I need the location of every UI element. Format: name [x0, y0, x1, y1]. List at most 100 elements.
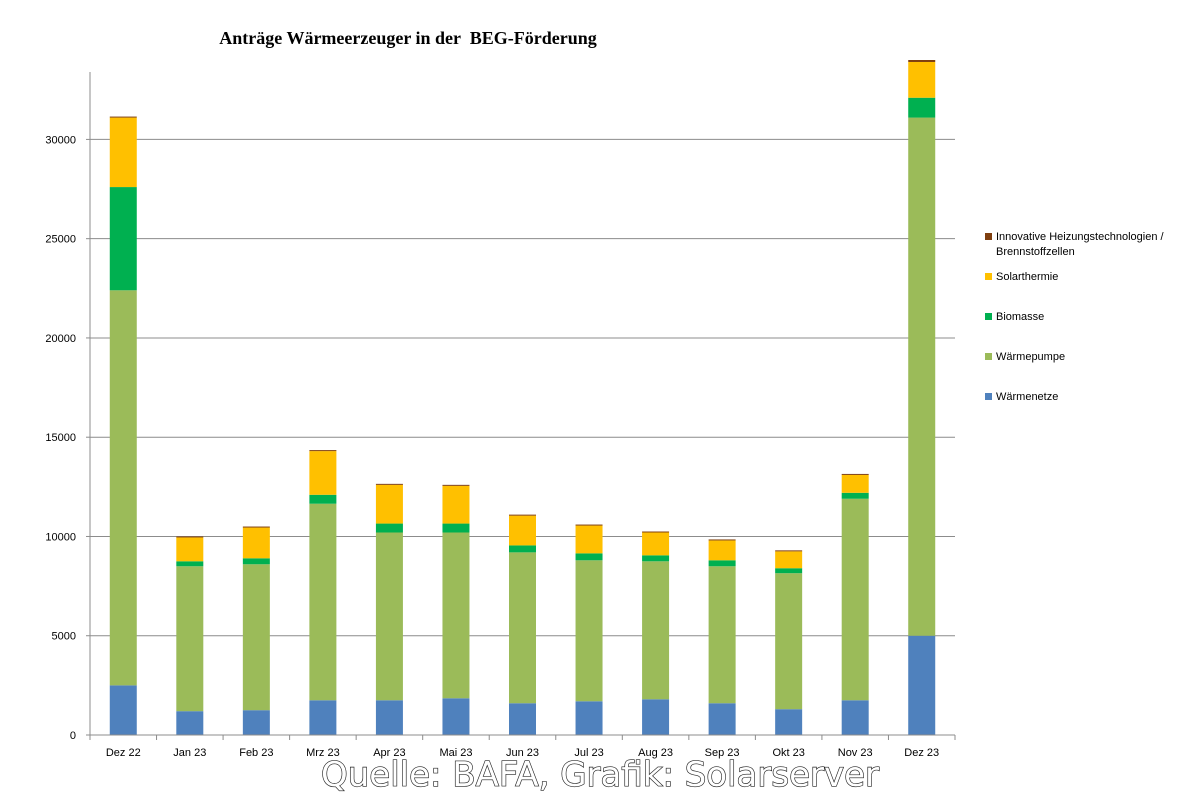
- bar-segment: [375, 532, 403, 701]
- y-tick-label: 15000: [45, 432, 76, 444]
- x-tick-label: Dez 23: [904, 747, 939, 759]
- bar-segment: [908, 97, 936, 118]
- bar-segment: [908, 117, 936, 636]
- bar-segment: [575, 524, 603, 526]
- bar-segment: [109, 116, 137, 118]
- bar-segment: [775, 551, 803, 569]
- bar-segment: [509, 703, 536, 735]
- bar-segment: [575, 701, 603, 735]
- x-tick-label: Aug 23: [638, 747, 673, 759]
- bar-segment: [176, 536, 204, 538]
- bar-segment: [642, 699, 670, 735]
- x-tick-label: Nov 23: [838, 747, 873, 759]
- legend-item: Biomasse: [985, 311, 1044, 323]
- bar-segment: [442, 485, 470, 524]
- bar-segment: [841, 498, 869, 701]
- y-tick-label: 25000: [45, 234, 76, 246]
- legend-label: Biomasse: [996, 311, 1044, 323]
- y-tick-label: 0: [70, 730, 76, 742]
- bar-segment: [309, 503, 337, 701]
- legend-item: Wärmepumpe: [985, 351, 1065, 363]
- bar-segment: [575, 560, 603, 702]
- x-tick-label: Sep 23: [705, 747, 740, 759]
- x-tick-label: Dez 22: [106, 747, 141, 759]
- bar-segment: [509, 514, 536, 516]
- bar-segment: [242, 558, 270, 565]
- bar-segment: [109, 290, 137, 686]
- bar-segment: [775, 709, 803, 735]
- bar-segment: [176, 537, 204, 562]
- x-tick-label: Jan 23: [173, 747, 206, 759]
- bar-segment: [109, 187, 137, 291]
- bar-segment: [442, 484, 470, 486]
- legend-label: Wärmenetze: [996, 391, 1058, 403]
- bar-segment: [242, 526, 270, 528]
- bar-segment: [309, 450, 337, 452]
- source-caption: Quelle: BAFA, Grafik: Solarserver: [321, 755, 879, 795]
- bar-segment: [442, 698, 470, 735]
- y-tick-labels: 0 5000 10000 15000 20000 25000 30000: [45, 134, 76, 742]
- x-tick-label: Apr 23: [373, 747, 405, 759]
- bar-segment: [841, 474, 869, 493]
- bar-segment: [309, 451, 337, 495]
- x-tick-label: Okt 23: [772, 747, 804, 759]
- legend-swatch: [985, 393, 992, 400]
- legend-item: Innovative Heizungstechnologien / Brennst…: [985, 231, 1165, 258]
- legend-label: Wärmepumpe: [996, 351, 1065, 363]
- legend-swatch: [985, 353, 992, 360]
- x-tick-label: Jun 23: [506, 747, 539, 759]
- bar-segment: [575, 553, 603, 561]
- legend-swatch: [985, 313, 992, 320]
- bar-segment: [176, 566, 204, 712]
- bar-segment: [642, 532, 670, 556]
- x-tick-label: Feb 23: [239, 747, 273, 759]
- bar-segment: [176, 711, 204, 735]
- bar-segment: [442, 523, 470, 533]
- bar-segment: [242, 564, 270, 711]
- bar-segment: [375, 483, 403, 485]
- bar-segment: [841, 473, 869, 475]
- bar-segment: [775, 550, 803, 552]
- x-tick-labels: Dez 22 Jan 23 Feb 23 Mrz 23 Apr 23 Mai 23 Jun …: [106, 747, 939, 759]
- x-tick-label: Jul 23: [574, 747, 603, 759]
- y-tick-label: 30000: [45, 134, 76, 146]
- bar-segment: [708, 566, 736, 704]
- y-tick-label: 10000: [45, 531, 76, 543]
- legend-label: Solarthermie: [996, 271, 1058, 283]
- x-tick-label: Mrz 23: [306, 747, 340, 759]
- bar-segment: [109, 685, 137, 735]
- bar-segment: [708, 540, 736, 561]
- bar-segment: [242, 527, 270, 559]
- bar-segment: [775, 568, 803, 574]
- axes: [86, 72, 956, 740]
- bar-segment: [375, 523, 403, 533]
- bar-segment: [109, 117, 137, 188]
- bar-segment: [841, 700, 869, 735]
- bar-segment: [509, 545, 536, 553]
- bar-segment: [242, 710, 270, 735]
- bar-segment: [708, 539, 736, 541]
- bar-segment: [642, 561, 670, 700]
- bar-segment: [908, 635, 936, 735]
- grid: [90, 138, 955, 637]
- bar-segment: [575, 525, 603, 554]
- bar-segment: [708, 560, 736, 567]
- chart-title: Anträge Wärmeerzeuger in der BEG-Förderu…: [219, 28, 596, 48]
- bar-segment: [442, 532, 470, 699]
- bar-segment: [375, 700, 403, 735]
- legend-label: Innovative Heizungstechnologien / Brennst…: [996, 231, 1165, 258]
- bar-segment: [642, 531, 670, 533]
- bar-segment: [908, 61, 936, 98]
- legend-item: Solarthermie: [985, 271, 1058, 283]
- legend-swatch: [985, 273, 992, 280]
- bar-segment: [309, 700, 337, 735]
- bar-segment: [509, 552, 536, 704]
- y-tick-label: 5000: [52, 631, 76, 643]
- bar-segment: [908, 60, 936, 62]
- legend-item: Wärmenetze: [985, 391, 1058, 403]
- bar-segment: [841, 492, 869, 499]
- bar-segment: [375, 484, 403, 524]
- bar-segment: [309, 494, 337, 504]
- y-tick-label: 20000: [45, 333, 76, 345]
